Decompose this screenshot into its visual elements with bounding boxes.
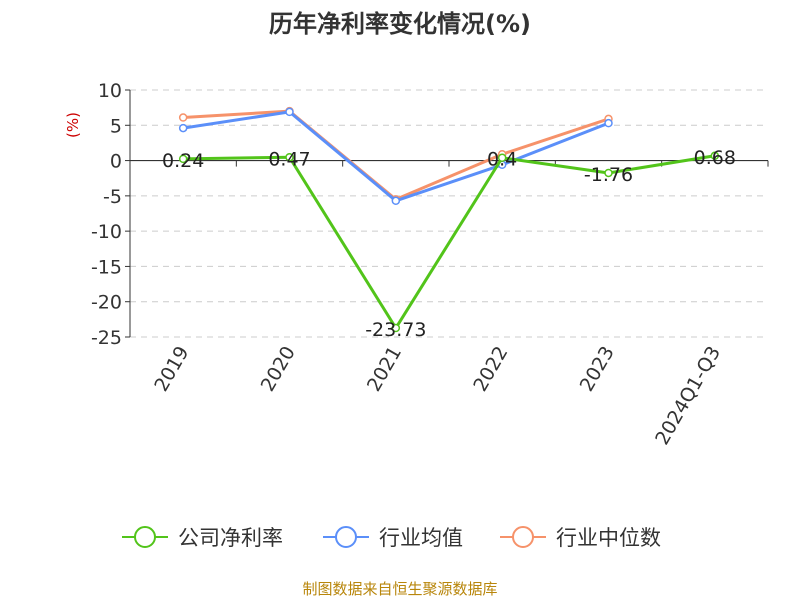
legend-label: 公司净利率 [178, 526, 283, 550]
data-point [604, 118, 613, 128]
data-point [285, 153, 294, 162]
y-tick-label: -15 [91, 256, 122, 278]
data-label: -23.73 [365, 319, 426, 341]
data-point [391, 196, 401, 206]
data-point [178, 154, 188, 164]
legend-label: 行业均值 [379, 526, 463, 550]
y-tick-label: -10 [91, 221, 122, 243]
axes: 10 5 0 -5 -10 -15 -20 -25 2019 2020 2021 2022 2023 20… [91, 80, 769, 449]
legend-marker [134, 526, 156, 548]
x-tick-label: 2022 [469, 342, 512, 395]
data-point [178, 113, 188, 122]
data-point [497, 153, 507, 162]
data-label: 0.24 [162, 150, 204, 172]
data-label: 0.47 [268, 148, 310, 170]
x-tick-label: 2020 [257, 343, 300, 396]
x-tick-label: 2023 [576, 343, 619, 396]
legend: 公司净利率 行业均值 行业中位数 [122, 526, 661, 550]
y-tick-label: 10 [98, 80, 122, 102]
y-tick-label: -25 [91, 327, 122, 349]
y-axis-label: (%) [64, 112, 82, 138]
data-point [710, 151, 720, 161]
grid-lines [130, 89, 768, 338]
x-tick-label: 2021 [363, 343, 406, 396]
y-tick-label: 5 [110, 115, 122, 137]
x-tick-label: 2024Q1-Q3 [651, 343, 725, 449]
data-point [391, 323, 401, 333]
series-lines [178, 106, 720, 333]
x-tick-label: 2019 [150, 343, 193, 396]
data-point [604, 168, 613, 178]
series-line [183, 154, 716, 330]
data-point [178, 123, 188, 133]
chart-title: 历年净利率变化情况(%) [269, 10, 531, 38]
y-tick-label: 0 [110, 151, 122, 173]
series-line [183, 109, 609, 201]
y-tick-label: -20 [91, 292, 122, 314]
legend-marker [335, 526, 357, 548]
legend-label: 行业中位数 [556, 526, 661, 550]
legend-marker [512, 526, 534, 548]
data-source-note: 制图数据来自恒生聚源数据库 [302, 580, 497, 598]
data-labels: 0.24 0.47 -23.73 0.4 -1.76 0.68 [162, 147, 736, 341]
data-point [285, 107, 294, 117]
data-label: 0.68 [694, 147, 736, 169]
data-label: -1.76 [584, 164, 633, 186]
y-tick-label: -5 [103, 186, 122, 208]
data-label: 0.4 [487, 149, 517, 171]
